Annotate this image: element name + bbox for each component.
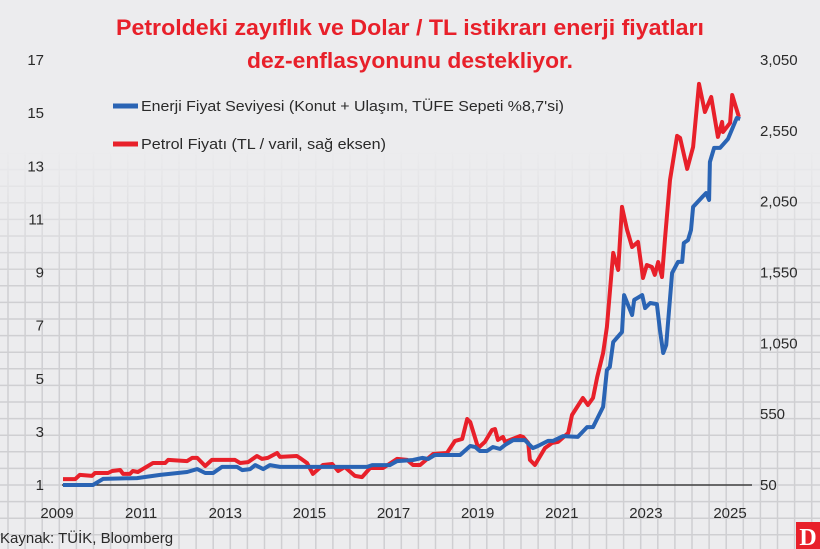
series-line-oil [63, 81, 741, 482]
y-right-tick-label: 550 [760, 406, 785, 423]
x-axis: 2009 2011 2013 2015 2017 2019 2021 2023 2025 [40, 505, 746, 522]
logo: D [796, 522, 820, 549]
legend-label-energy: Enerji Fiyat Seviyesi (Konut + Ulaşım, T… [141, 97, 564, 115]
y-left-tick-label: 13 [27, 158, 44, 175]
legend-label-oil: Petrol Fiyatı (TL / varil, sağ eksen) [141, 136, 386, 153]
y-right-tick-label: 3,050 [760, 52, 798, 69]
y-left-tick-label: 1 [36, 477, 44, 494]
x-tick-label: 2023 [629, 505, 662, 522]
chart-subtitle: dez-enflasyonunu destekliyor. [247, 48, 573, 73]
series-line-energy [63, 115, 741, 487]
y-left-tick-label: 9 [36, 265, 44, 282]
logo-badge [796, 522, 820, 549]
y-right-tick-label: 1,550 [760, 265, 798, 282]
legend: Enerji Fiyat Seviyesi (Konut + Ulaşım, T… [113, 97, 564, 153]
y-left-tick-label: 3 [36, 424, 44, 441]
logo-letter: D [799, 525, 816, 549]
y-right-tick-label: 1,050 [760, 335, 798, 352]
y-left-tick-label: 5 [36, 371, 44, 388]
source-note: Kaynak: TÜİK, Bloomberg [0, 529, 173, 547]
y-right-tick-label: 2,550 [760, 123, 798, 140]
y-left-tick-label: 7 [36, 318, 44, 335]
x-tick-label: 2013 [209, 505, 242, 522]
x-tick-label: 2011 [125, 505, 157, 522]
y-right-tick-label: 2,050 [760, 194, 798, 211]
series-lines [63, 81, 741, 487]
y-axis-right: 50 550 1,050 1,550 2,050 2,550 3,050 [760, 52, 798, 494]
x-tick-label: 2025 [713, 505, 746, 522]
y-right-tick-label: 50 [760, 477, 777, 494]
y-left-tick-label: 11 [28, 211, 44, 228]
x-tick-label: 2009 [40, 505, 73, 522]
chart-title: Petroldeki zayıflık ve Dolar / TL istikr… [116, 15, 704, 40]
x-tick-label: 2019 [461, 505, 494, 522]
x-tick-label: 2015 [293, 505, 326, 522]
y-left-tick-label: 17 [27, 52, 44, 69]
y-left-tick-label: 15 [27, 105, 44, 122]
x-tick-label: 2017 [377, 505, 410, 522]
x-tick-label: 2021 [545, 505, 578, 522]
grid [0, 150, 820, 549]
